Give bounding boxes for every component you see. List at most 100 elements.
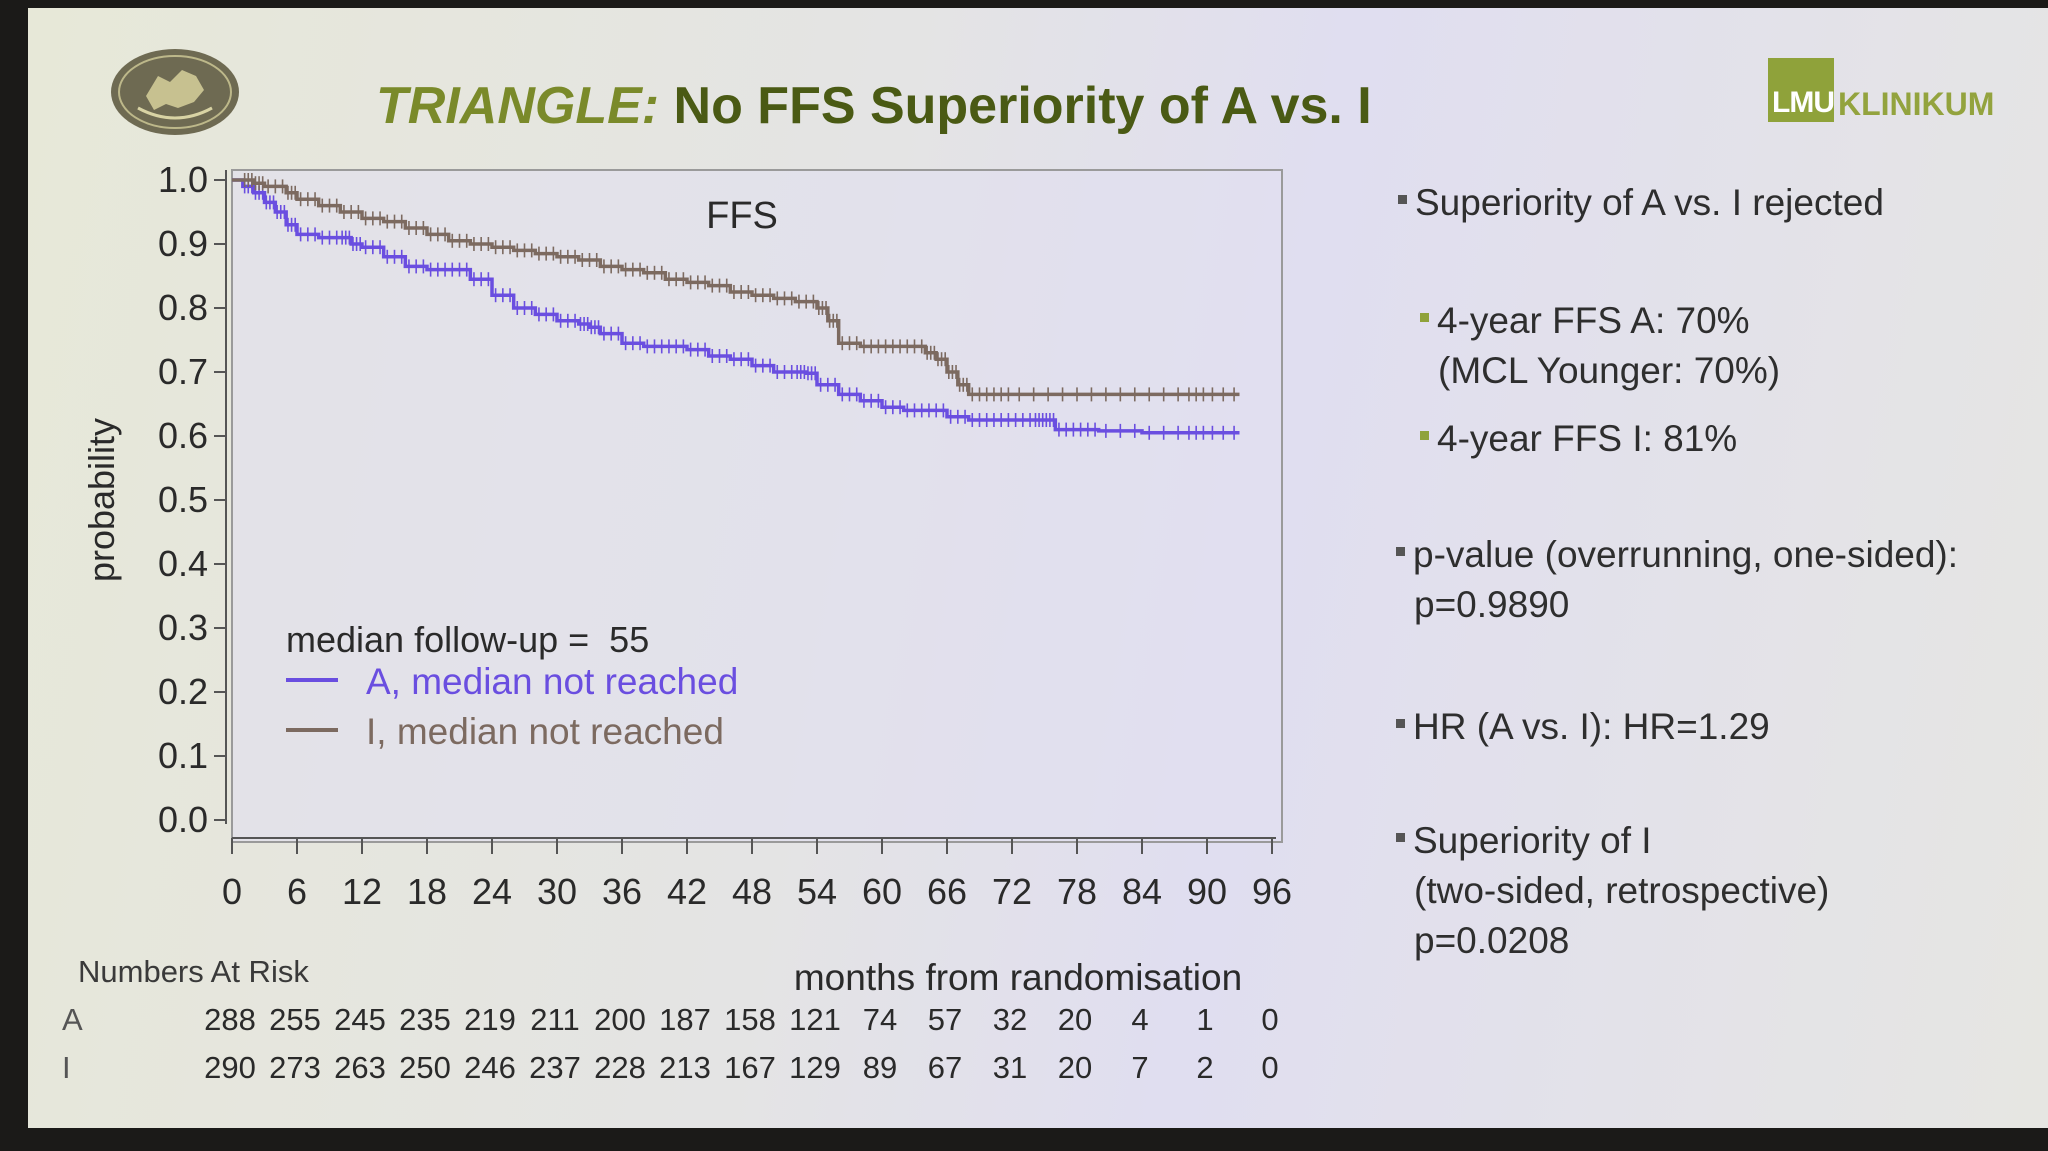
risk-value: 0: [1261, 1050, 1278, 1085]
risk-value: 158: [724, 1002, 776, 1037]
bullet-text: p-value (overrunning, one-sided):: [1413, 534, 1959, 575]
risk-row-name: A: [62, 1002, 83, 1037]
bullet-item: 4-year FFS I: 81%: [1420, 414, 1737, 464]
x-tick-label: 84: [1122, 871, 1162, 912]
chart-title: FFS: [706, 195, 778, 237]
y-tick-label: 1.0: [158, 159, 208, 200]
risk-value: 290: [204, 1050, 256, 1085]
risk-value: 228: [594, 1050, 646, 1085]
legend-label: A, median not reached: [366, 661, 738, 702]
bullet-item: Superiority of A vs. I rejected: [1398, 178, 1884, 228]
y-tick-label: 0.6: [158, 415, 208, 456]
y-tick-label: 0.3: [158, 607, 208, 648]
bullet-line: 4-year FFS A: 70%: [1420, 296, 1780, 346]
y-tick-label: 0.9: [158, 223, 208, 264]
x-tick-label: 24: [472, 871, 512, 912]
x-tick-label: 72: [992, 871, 1032, 912]
risk-value: 237: [529, 1050, 581, 1085]
risk-value: 67: [928, 1050, 962, 1085]
censor-marks-a: [243, 179, 1235, 440]
bullet-line: p-value (overrunning, one-sided):: [1396, 530, 1958, 580]
bullet-marker-icon: [1398, 194, 1407, 204]
x-tick-label: 18: [407, 871, 447, 912]
bullet-line: Superiority of A vs. I rejected: [1398, 178, 1884, 228]
risk-row-name: I: [62, 1050, 71, 1085]
bullet-text: Superiority of A vs. I rejected: [1415, 182, 1884, 223]
y-tick-label: 0.4: [158, 543, 208, 584]
risk-value: 245: [334, 1002, 386, 1037]
risk-table-label: Numbers At Risk: [78, 954, 309, 989]
bullet-item: Superiority of I (two-sided, retrospectiv…: [1396, 816, 1829, 966]
bullet-line: (MCL Younger: 70%): [1420, 346, 1780, 396]
risk-value: 219: [464, 1002, 516, 1037]
chart-legend: A, median not reached I, median not reach…: [286, 661, 738, 752]
risk-value: 1: [1196, 1002, 1213, 1037]
bullet-line: HR (A vs. I): HR=1.29: [1396, 702, 1770, 752]
bullet-text: (two-sided, retrospective): [1414, 870, 1830, 911]
bullet-text: p=0.9890: [1414, 584, 1570, 625]
x-tick-label: 66: [927, 871, 967, 912]
bullet-text: 4-year FFS I: 81%: [1437, 418, 1738, 459]
bullet-marker-icon: [1420, 312, 1429, 322]
bullet-text: Superiority of I: [1413, 820, 1652, 861]
bullet-marker-icon: [1396, 718, 1405, 728]
bullet-item: HR (A vs. I): HR=1.29: [1396, 702, 1770, 752]
risk-value: 4: [1131, 1002, 1148, 1037]
x-tick-label: 30: [537, 871, 577, 912]
lmu-logo-box: LMU: [1768, 58, 1835, 122]
bullet-item: p-value (overrunning, one-sided): p=0.989…: [1396, 530, 1958, 630]
risk-value: 57: [928, 1002, 962, 1037]
bullet-line: 4-year FFS I: 81%: [1420, 414, 1737, 464]
risk-value: 200: [594, 1002, 646, 1037]
x-tick-label: 54: [797, 871, 837, 912]
bullet-text: 4-year FFS A: 70%: [1437, 300, 1750, 341]
bullet-text: HR (A vs. I): HR=1.29: [1413, 706, 1770, 747]
y-tick-label: 0.8: [158, 287, 208, 328]
x-tick-label: 0: [222, 871, 242, 912]
bullet-marker-icon: [1420, 430, 1429, 440]
x-tick-label: 12: [342, 871, 382, 912]
risk-value: 187: [659, 1002, 711, 1037]
lmu-klinikum-logo: LMU KLINIKUM: [1768, 50, 2028, 130]
y-tick-label: 0.7: [158, 351, 208, 392]
bullet-marker-icon: [1396, 546, 1405, 556]
bullet-line: Superiority of I: [1396, 816, 1829, 866]
bullet-marker-icon: [1396, 832, 1405, 842]
x-tick-label: 6: [287, 871, 307, 912]
x-tick-label: 90: [1187, 871, 1227, 912]
x-tick-label: 78: [1057, 871, 1097, 912]
x-tick-label: 36: [602, 871, 642, 912]
risk-value: 211: [530, 1002, 579, 1037]
risk-value: 129: [789, 1050, 841, 1085]
risk-value: 7: [1131, 1050, 1148, 1085]
legend-label: I, median not reached: [366, 711, 724, 752]
risk-value: 246: [464, 1050, 516, 1085]
x-tick-label: 60: [862, 871, 902, 912]
x-axis-label: months from randomisation: [794, 957, 1242, 998]
risk-value: 74: [863, 1002, 897, 1037]
risk-value: 89: [863, 1050, 897, 1085]
x-tick-label: 96: [1252, 871, 1292, 912]
risk-value: 213: [659, 1050, 711, 1085]
bullet-text: (MCL Younger: 70%): [1438, 350, 1781, 391]
bullet-line: (two-sided, retrospective): [1396, 866, 1829, 916]
risk-value: 2: [1196, 1050, 1213, 1085]
bullet-text: p=0.0208: [1414, 920, 1570, 961]
risk-value: 20: [1058, 1050, 1092, 1085]
risk-value: 250: [399, 1050, 451, 1085]
risk-value: 288: [204, 1002, 256, 1037]
risk-value: 121: [789, 1002, 841, 1037]
y-tick-label: 0.5: [158, 479, 208, 520]
chart-series: [232, 173, 1240, 440]
klinikum-logo-text: KLINIKUM: [1838, 86, 1995, 122]
risk-value: 0: [1261, 1002, 1278, 1037]
bullet-line: p=0.0208: [1396, 916, 1829, 966]
risk-value: 32: [993, 1002, 1027, 1037]
censor-marks-i: [243, 173, 1235, 402]
risk-value: 235: [399, 1002, 451, 1037]
y-tick-label: 0.0: [158, 799, 208, 840]
median-followup-annotation: median follow-up = 55: [286, 619, 649, 660]
lmu-logo-text: LMU: [1772, 86, 1835, 119]
y-tick-label: 0.1: [158, 735, 208, 776]
